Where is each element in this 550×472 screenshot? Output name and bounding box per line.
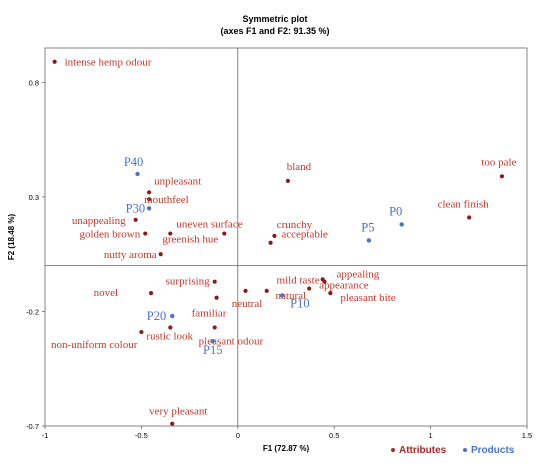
- product-point-p10: [279, 293, 285, 298]
- attribute-label-neutral: neutral: [232, 298, 263, 310]
- attribute-label-pleasant-bite: pleasant bite: [340, 292, 395, 304]
- attribute-point-bland: [285, 178, 291, 183]
- attribute-points: intense hemp odour too pale bland unpleasan…: [51, 57, 517, 426]
- legend-products-label: Products: [471, 445, 515, 456]
- attribute-label-appearance: appearance: [319, 280, 369, 292]
- x-tick-label: 1: [429, 431, 433, 440]
- product-label-p5: P5: [361, 220, 374, 234]
- legend: Attributes Products: [391, 445, 515, 456]
- attribute-label-greenish-hue: greenish hue: [162, 234, 218, 246]
- attribute-label-golden-brown: golden brown: [79, 229, 140, 241]
- attribute-label-nutty-aroma: nutty aroma: [104, 249, 157, 261]
- attribute-label-intense-hemp-odour: intense hemp odour: [65, 57, 152, 69]
- attribute-label-mouthfeel: mouthfeel: [144, 194, 189, 206]
- y-tick-label: -0.7: [26, 422, 39, 431]
- attribute-label-clean-finish: clean finish: [438, 199, 490, 211]
- attribute-point-unpleasant: [147, 190, 152, 195]
- product-point-p15: [210, 339, 215, 344]
- attribute-label-uneven-surface: uneven surface: [176, 219, 242, 231]
- x-axis-label: F1 (72.87 %): [263, 444, 310, 453]
- y-tick-label: 0.8: [29, 78, 39, 87]
- x-tick-label: -1: [42, 431, 49, 440]
- attribute-label-appealing: appealing: [337, 269, 380, 281]
- attribute-point-pleasant-odour: [212, 325, 217, 330]
- attribute-label-unpleasant: unpleasant: [154, 175, 201, 187]
- product-point-p0: [399, 222, 404, 227]
- product-label-p40: P40: [124, 155, 143, 169]
- product-label-p30: P30: [126, 201, 145, 215]
- attribute-point-novel: [148, 291, 154, 296]
- x-tick-label: 0.5: [329, 431, 339, 440]
- attribute-point-rustic-look: [168, 325, 173, 330]
- product-point-p30: [146, 206, 152, 211]
- attribute-point-uneven-surface: [168, 231, 173, 236]
- attribute-label-crunchy: crunchy: [277, 219, 313, 231]
- attribute-label-acceptable: acceptable: [281, 229, 328, 241]
- product-point-p5: [366, 238, 372, 243]
- attribute-point-golden-brown: [143, 231, 148, 236]
- product-label-p15: P15: [203, 343, 222, 357]
- attribute-label-novel: novel: [94, 287, 118, 299]
- attribute-label-familiar: familiar: [192, 308, 227, 320]
- legend-attributes-marker: [391, 448, 395, 452]
- chart-subtitle: (axes F1 and F2: 91.35 %): [220, 26, 329, 36]
- x-ticks: -1 -0.5 0 0.5 1 1.5: [42, 426, 532, 440]
- x-tick-label: 1.5: [522, 431, 532, 440]
- attribute-label-mild-taste: mild taste: [277, 274, 320, 286]
- attribute-point-intense-hemp-odour: [52, 59, 57, 64]
- attribute-label-unappealing: unappealing: [72, 215, 126, 227]
- attribute-point-appealing: [322, 279, 327, 284]
- attribute-label-surprising: surprising: [166, 276, 211, 288]
- attribute-point-non-uniform-colour: [139, 329, 144, 335]
- legend-attributes-label: Attributes: [399, 445, 447, 456]
- attribute-point-clean-finish: [467, 215, 472, 220]
- legend-products-marker: [463, 448, 467, 452]
- attribute-point-familiar: [214, 295, 219, 300]
- plot-frame: [44, 47, 528, 427]
- attribute-point-acceptable: [268, 240, 273, 245]
- attribute-point-mouthfeel: [147, 197, 152, 202]
- attribute-point-too-pale: [499, 174, 505, 179]
- attribute-label-natural: natural: [276, 290, 307, 302]
- attribute-label-very-pleasant: very pleasant: [149, 406, 207, 418]
- y-tick-label: 0.3: [29, 193, 39, 202]
- attribute-label-pleasant-odour: pleasant odour: [199, 335, 264, 347]
- y-ticks: -0.7 -0.2 0.3 0.8: [26, 78, 45, 431]
- attribute-label-too-pale: too pale: [481, 156, 516, 168]
- attribute-point-nutty-aroma: [158, 252, 163, 257]
- chart-title: Symmetric plot: [242, 14, 307, 24]
- attribute-point-very-pleasant: [170, 421, 175, 426]
- product-label-p20: P20: [147, 309, 166, 323]
- attribute-point-unappealing: [133, 217, 138, 222]
- product-label-p0: P0: [389, 204, 402, 218]
- attribute-label-rustic-look: rustic look: [146, 330, 193, 342]
- y-tick-label: -0.2: [26, 307, 39, 316]
- product-label-p10: P10: [290, 296, 309, 310]
- attribute-point-appearance: [307, 286, 312, 291]
- product-point-p20: [170, 313, 175, 319]
- y-axis-label: F2 (18.48 %): [7, 214, 16, 261]
- product-points: P40 P30 P0 P5 P10 P20 P15: [124, 155, 404, 357]
- x-tick-label: -0.5: [135, 431, 148, 440]
- attribute-label-bland: bland: [287, 161, 312, 173]
- attribute-point-pleasant-bite: [328, 291, 333, 296]
- attribute-point-neutral: [264, 288, 269, 293]
- attribute-label-non-uniform-colour: non-uniform colour: [51, 339, 138, 351]
- x-tick-label: 0: [236, 431, 240, 440]
- product-point-p40: [135, 171, 140, 177]
- attribute-point-surprising: [212, 279, 217, 284]
- attribute-point-crunchy: [272, 233, 277, 238]
- attribute-point-natural: [243, 288, 248, 293]
- attribute-point-greenish-hue: [222, 231, 227, 236]
